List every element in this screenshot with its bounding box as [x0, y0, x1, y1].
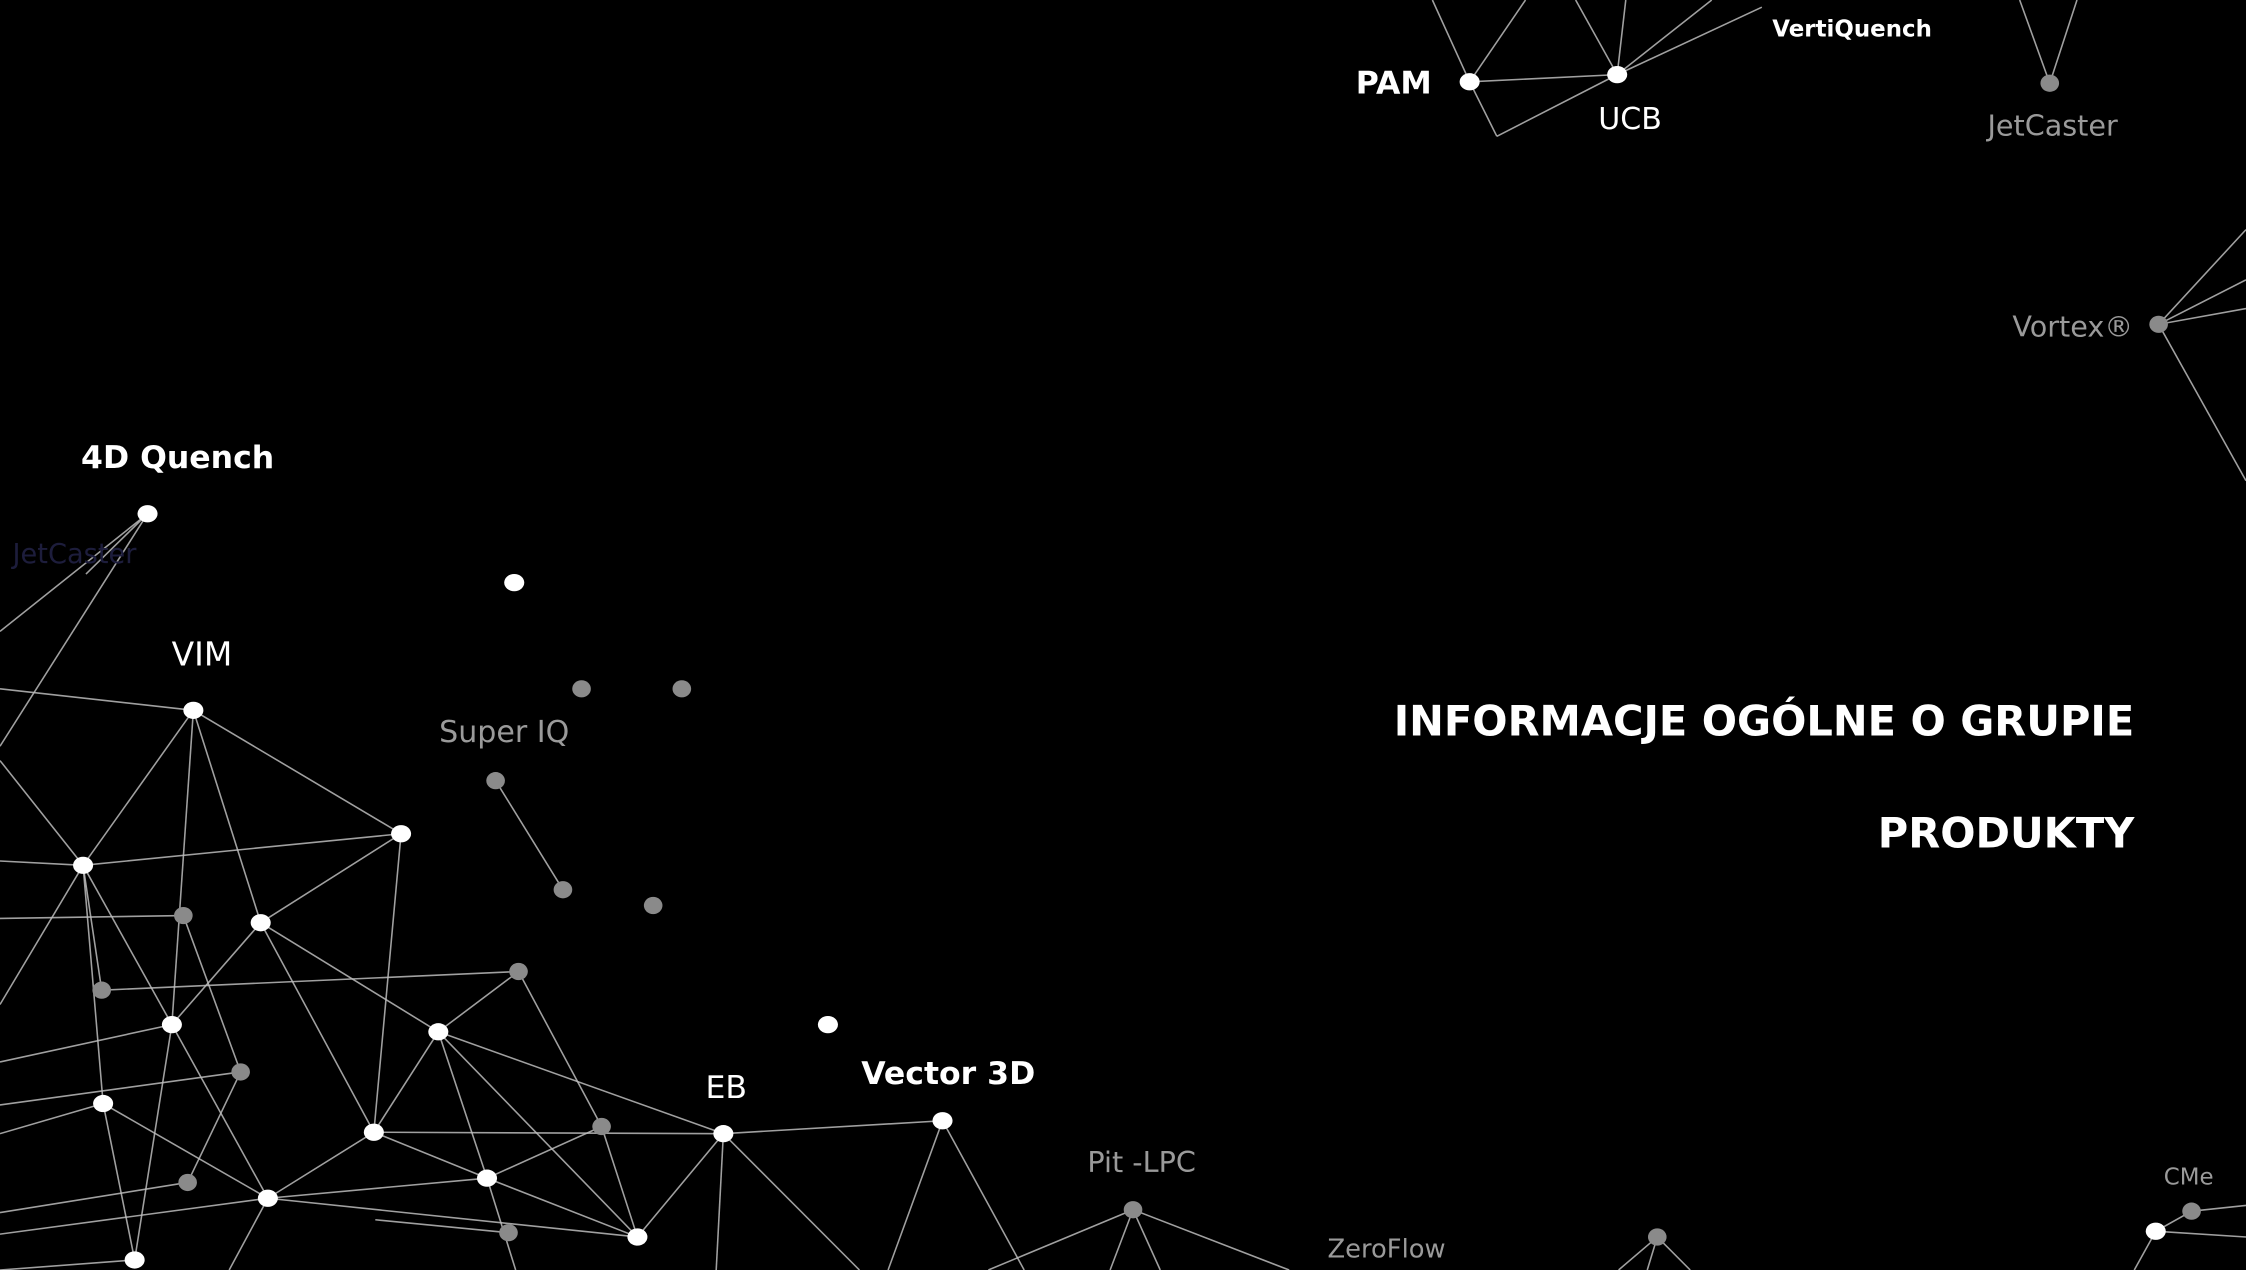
node-label: Super IQ — [439, 715, 569, 750]
node — [231, 1063, 250, 1080]
node — [73, 857, 93, 874]
node — [2182, 1203, 2201, 1220]
node — [504, 574, 524, 591]
node — [258, 1190, 278, 1207]
node — [644, 897, 663, 914]
node — [509, 963, 528, 980]
node-label: CMe — [2164, 1165, 2214, 1191]
node — [1460, 73, 1480, 90]
node — [174, 907, 193, 924]
background — [0, 0, 2246, 1270]
node — [364, 1124, 384, 1141]
node-label: Vortex® — [2012, 310, 2133, 344]
node — [2149, 316, 2168, 333]
node-label: Vector 3D — [861, 1056, 1035, 1092]
node — [818, 1016, 838, 1033]
node-label: UCB — [1598, 102, 1662, 137]
node — [391, 825, 411, 842]
node — [125, 1251, 145, 1268]
node — [183, 702, 203, 719]
slide: VertiQuench PAM UCB JetCaster Vortex® 4D Quen… — [0, 0, 2246, 1270]
node — [1648, 1228, 1667, 1245]
node — [1607, 66, 1627, 83]
node — [572, 680, 591, 697]
node — [138, 505, 158, 522]
node — [932, 1112, 952, 1129]
menu-item[interactable]: PRODUKTY — [1878, 809, 2135, 858]
node — [162, 1016, 182, 1033]
node — [178, 1174, 197, 1191]
node — [2040, 75, 2059, 92]
node — [554, 881, 573, 898]
node-label: EB — [705, 1070, 747, 1106]
node — [428, 1023, 448, 1040]
node — [486, 772, 505, 789]
node-label: Pit -LPC — [1087, 1145, 1195, 1179]
node — [92, 982, 111, 999]
node — [592, 1118, 611, 1135]
node-label: JetCaster — [11, 539, 138, 570]
node-label: VertiQuench — [1772, 17, 1932, 43]
node — [2146, 1223, 2166, 1240]
node — [673, 680, 692, 697]
menu-item[interactable]: INFORMACJE OGÓLNE O GRUPIE — [1394, 697, 2135, 746]
node-label: ZeroFlow — [1327, 1234, 1445, 1264]
page: {"network_labels": ["VertiQuench", "PAM"… — [0, 0, 2246, 1270]
node — [713, 1125, 733, 1142]
node-label: JetCaster — [1985, 109, 2118, 143]
node — [627, 1228, 647, 1245]
node — [499, 1224, 518, 1241]
node-label: VIM — [172, 634, 233, 673]
node-label: PAM — [1356, 66, 1432, 102]
node — [251, 914, 271, 931]
node — [93, 1095, 113, 1112]
node — [477, 1170, 497, 1187]
node — [1124, 1201, 1143, 1218]
node-label: 4D Quench — [81, 440, 274, 476]
